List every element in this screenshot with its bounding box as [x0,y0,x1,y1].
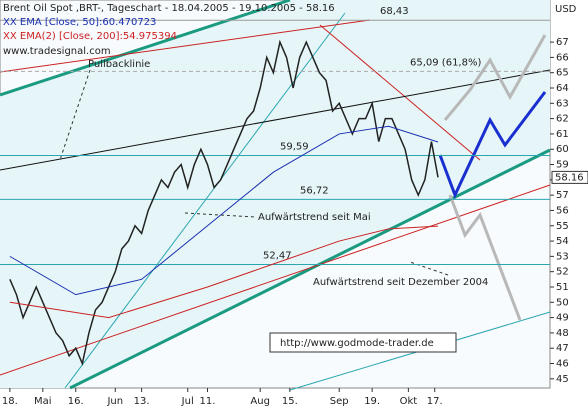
x-tick-label: 17. [427,396,443,407]
x-tick-label: Jul [181,396,194,407]
y-tick-label: 67 [556,37,569,48]
red-down [319,24,481,161]
trend-may [64,12,346,389]
series-line [9,225,439,319]
level-label: 56,72 [300,185,329,196]
level-label: 65,09 (61,8%) [410,57,481,68]
x-tick-label: Aug [250,396,270,407]
y-tick-label: 62 [556,114,569,125]
level-label: 59,59 [280,142,309,153]
x-tick-label: Mai [34,396,52,407]
y-tick-label: 64 [556,83,569,94]
y-tick-label: 46 [556,359,569,370]
annotation: Aufwärtstrend seit Mai [258,212,371,223]
x-tick-label: Jun [106,396,123,407]
x-tick-label: 11. [200,396,216,407]
y-tick-label: 45 [556,374,569,385]
legend-entry: XX EMA [Close, 50]:60.470723 [3,17,156,28]
y-tick-label: 65 [556,68,569,79]
last-price-box [551,170,588,184]
annotation: Aufwärtstrend seit Dezember 2004 [313,277,488,288]
x-tick-label: 18. [2,396,18,407]
trendlines [0,0,551,391]
y-tick-label: 61 [556,129,569,140]
annotation: Pullbacklinie [88,59,150,70]
series-line [9,39,439,366]
red-upper [0,19,371,73]
source: www.tradesignal.com [3,46,111,57]
series-line [9,125,439,296]
x-tick-label: 13. [134,396,150,407]
y-tick-label: 49 [556,313,569,324]
pullback-line [0,69,551,171]
y-tick-label: 48 [556,328,569,339]
x-tick-label: 16. [68,396,84,407]
pointer [409,261,449,276]
projection-blue [438,91,547,199]
data-layer: 68,43 65,09 (61,8%) 59,59 56,72 52,47 [0,6,550,366]
legend-entry: XX EMA(2) [Close, 200]:54.975394 [3,31,177,42]
watermark-box [269,332,457,353]
last-price: 58.16 [555,172,584,183]
y-tick-label: 55 [556,221,569,232]
axis-unit: USD [555,4,577,15]
y-tick-label: 47 [556,343,569,354]
y-tick-label: 53 [556,251,569,262]
level-label: 52,47 [263,250,292,261]
y-tick-label: 54 [556,236,569,247]
x-tick-label: 19. [364,396,380,407]
watermark: http://www.godmode-trader.de [280,338,434,349]
x-tick-label: 15. [282,396,298,407]
channel-lower [69,148,551,390]
y-tick-label: 50 [556,297,569,308]
y-tick-label: 60 [556,144,569,155]
x-tick-label: Sep [330,396,349,407]
y-tick-label: 52 [556,267,569,278]
channel-upper [0,0,291,97]
y-tick-label: 57 [556,190,569,201]
title: Brent Oil Spot ,BRT-, Tageschart - 18.04… [3,3,335,14]
y-tick-label: 63 [556,98,569,109]
x-tick-label: Okt [400,396,418,407]
y-tick-label: 66 [556,52,569,63]
projection-gray-down [448,194,522,321]
level-label: 68,43 [380,6,409,17]
projection-gray-up [443,34,547,121]
y-tick-label: 56 [556,205,569,216]
y-tick-label: 51 [556,282,569,293]
y-tick-label: 59 [556,160,569,171]
pointer [59,69,91,161]
